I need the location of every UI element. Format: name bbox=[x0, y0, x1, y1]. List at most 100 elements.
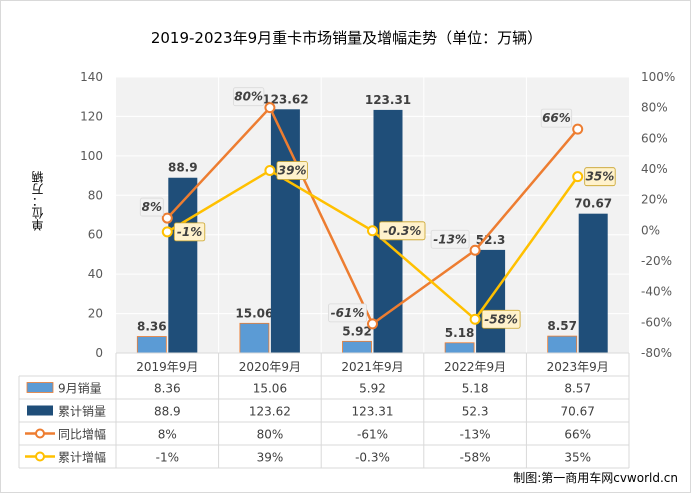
bar bbox=[444, 342, 475, 354]
table-cell: 5.18 bbox=[462, 382, 489, 396]
line-label-box bbox=[139, 197, 164, 217]
legend-label: 累计销量 bbox=[58, 405, 106, 419]
line-data-label: -58% bbox=[484, 312, 518, 326]
chart-title: 2019-2023年9月重卡市场销量及增幅走势（单位：万辆） bbox=[150, 29, 543, 47]
legend-label: 9月销量 bbox=[58, 382, 102, 396]
line-point bbox=[572, 123, 584, 135]
table-cell: 8.57 bbox=[564, 382, 591, 396]
bar bbox=[342, 340, 372, 354]
bar-data-label: 70.67 bbox=[574, 197, 612, 211]
bar bbox=[239, 322, 270, 354]
y-tick-label: 100 bbox=[80, 149, 103, 163]
y-tick-label: 140 bbox=[80, 70, 103, 84]
table-cell: -58% bbox=[460, 451, 491, 465]
y-tick-label: 80 bbox=[88, 188, 103, 202]
table-cell: 70.67 bbox=[561, 405, 595, 419]
bar-data-label: 15.06 bbox=[235, 306, 273, 320]
bar bbox=[168, 177, 198, 353]
line-label-box bbox=[328, 303, 367, 323]
table-cell: 8.36 bbox=[154, 382, 181, 396]
line-point bbox=[469, 313, 481, 325]
line-data-label: -61% bbox=[331, 306, 365, 320]
y-tick-label: 120 bbox=[80, 109, 103, 123]
y2-tick-label: 0% bbox=[641, 223, 660, 237]
y2-tick-label: 100% bbox=[641, 70, 675, 84]
line-point bbox=[367, 318, 378, 330]
line-point bbox=[264, 102, 276, 114]
line-data-label: -1% bbox=[177, 225, 202, 239]
y2-tick-label: -40% bbox=[641, 285, 672, 299]
y2-tick-label: 40% bbox=[641, 162, 668, 176]
line-label-box bbox=[232, 87, 265, 107]
line-label-box bbox=[540, 108, 573, 128]
line-label-box bbox=[481, 309, 521, 329]
table-cell: 88.9 bbox=[154, 405, 181, 419]
table-cell: 123.31 bbox=[352, 405, 394, 419]
y-tick-label: 40 bbox=[88, 267, 103, 281]
table-cell: 123.62 bbox=[249, 405, 291, 419]
bar bbox=[578, 213, 608, 353]
bar bbox=[476, 249, 506, 353]
line-data-label: 80% bbox=[234, 90, 263, 104]
y2-tick-label: 20% bbox=[641, 193, 668, 207]
legend-label: 累计增幅 bbox=[58, 450, 106, 465]
line-point bbox=[161, 226, 173, 238]
table-cell: -61% bbox=[357, 428, 388, 442]
bar bbox=[547, 335, 578, 354]
y2-tick-label: -60% bbox=[641, 315, 672, 329]
x-tick-label: 2020年9月 bbox=[239, 360, 301, 374]
line-point bbox=[367, 225, 378, 237]
table-cell: 35% bbox=[564, 451, 591, 465]
legend-key bbox=[26, 382, 54, 393]
y2-tick-label: 80% bbox=[641, 101, 668, 115]
bar bbox=[270, 109, 300, 354]
bar-data-label: 88.9 bbox=[168, 161, 198, 175]
bar-data-label: 8.36 bbox=[137, 320, 167, 334]
x-tick-label: 2022年9月 bbox=[444, 360, 506, 374]
line-point bbox=[469, 244, 481, 256]
bar-data-label: 123.62 bbox=[262, 92, 308, 106]
legend-key bbox=[35, 451, 45, 462]
line-label-box bbox=[173, 222, 206, 242]
bar bbox=[136, 336, 167, 354]
bar-data-label: 52.3 bbox=[476, 233, 506, 247]
legend-label: 同比增幅 bbox=[58, 427, 106, 442]
legend-key bbox=[35, 428, 45, 439]
line-data-label: 8% bbox=[142, 200, 162, 214]
bar-data-label: 5.18 bbox=[445, 326, 475, 340]
line-data-label: 35% bbox=[586, 170, 615, 184]
line-data-label: -0.3% bbox=[383, 224, 421, 238]
line-label-box bbox=[379, 221, 426, 241]
x-tick-label: 2021年9月 bbox=[341, 360, 403, 374]
x-tick-label: 2019年9月 bbox=[136, 360, 198, 374]
table-cell: 8% bbox=[158, 428, 177, 442]
table-cell: -1% bbox=[156, 451, 179, 465]
y-tick-label: 0 bbox=[95, 346, 103, 360]
line-label-box bbox=[430, 229, 470, 249]
line-point bbox=[572, 171, 584, 183]
bar-data-label: 5.92 bbox=[342, 324, 372, 338]
line-label-box bbox=[276, 161, 308, 180]
source-credit: 制图:第一商用车网cvworld.cn bbox=[513, 471, 678, 485]
bar-data-label: 123.31 bbox=[365, 93, 411, 107]
y-tick-label: 20 bbox=[88, 307, 103, 321]
line-label-box bbox=[584, 167, 616, 187]
table-cell: 15.06 bbox=[253, 382, 287, 396]
table-cell: 52.3 bbox=[462, 405, 489, 419]
y2-tick-label: -80% bbox=[641, 346, 672, 360]
table-cell: 5.92 bbox=[359, 382, 386, 396]
table-cell: -13% bbox=[460, 428, 491, 442]
line-data-label: 66% bbox=[542, 111, 571, 125]
y-tick-label: 60 bbox=[88, 228, 103, 242]
table-cell: 39% bbox=[257, 451, 284, 465]
y2-tick-label: 60% bbox=[641, 131, 668, 145]
table-cell: -0.3% bbox=[355, 451, 390, 465]
y2-tick-label: -20% bbox=[641, 254, 672, 268]
line-data-label: -13% bbox=[433, 232, 467, 246]
table-cell: 66% bbox=[564, 428, 591, 442]
line-data-label: 39% bbox=[278, 164, 307, 178]
bar-data-label: 8.57 bbox=[547, 319, 577, 333]
table-cell: 80% bbox=[257, 428, 284, 442]
